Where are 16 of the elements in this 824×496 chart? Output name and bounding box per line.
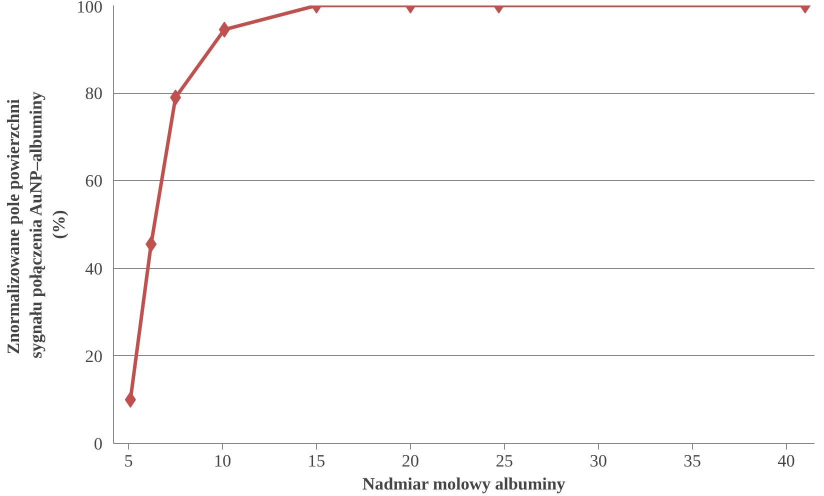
y-tick-label: 80 [85,84,102,104]
x-tick-label: 40 [778,452,795,470]
y-tick-label: 60 [85,172,102,191]
y-tick-label: 100 [76,0,103,16]
x-axis-title: Nadmiar molowy albuminy [362,474,566,494]
x-tick-label: 25 [496,452,514,470]
y-tick-label: 40 [85,259,102,278]
y-tick-label: 20 [85,346,102,366]
x-tick-label: 35 [684,452,702,470]
x-tick-label: 20 [402,452,420,470]
x-tick-label: 30 [590,452,608,470]
x-tick-label: 15 [308,452,326,470]
x-tick-label: 5 [124,452,133,470]
y-axis-title: Znormalizowane pole powierzchni sygnału połączenia AuNP–albuminy (%) [4,91,69,358]
y-tick-label: 0 [94,434,103,454]
x-tick-label: 10 [214,452,232,470]
